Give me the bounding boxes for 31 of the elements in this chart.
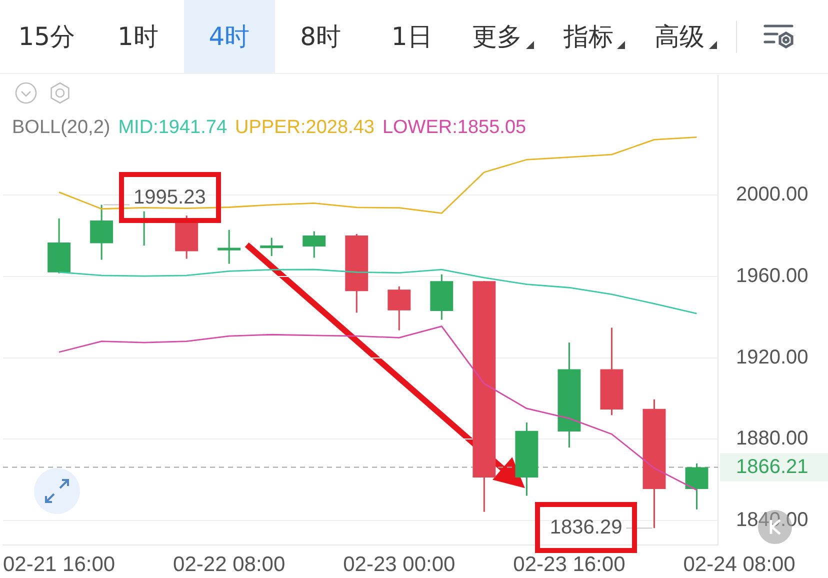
text: 15分 [18,21,76,53]
candlestick [218,229,241,265]
x-tick-label: 02-21 16:00 [2,552,116,576]
candlestick [260,237,284,257]
y-tick-label: 1840.00 [736,509,808,532]
text: MID:1941.74 [118,117,228,138]
y-tick-label: 2000.00 [736,184,808,206]
candlestick [685,462,708,510]
y-tick-label: 1880.00 [736,428,808,450]
text: 高级 [654,21,705,53]
legend-title: BOLL(20,2) [12,117,110,138]
text: 4时 [208,21,250,53]
text: LOWER:1855.05 [382,117,526,138]
annotation: 1995.23 [134,186,206,208]
y-tick-label: 1920.00 [736,346,808,368]
text: 更多 [472,21,522,53]
x-tick-label: 02-22 08:00 [173,552,286,576]
candlestick [90,204,114,260]
x-tick-label: 02-23 16:00 [513,552,626,576]
annotation: 1836.29 [550,516,622,539]
y-tick-label: 1960.00 [736,264,808,287]
candlestick [388,286,411,332]
x-tick-label: 02-23 00:00 [343,552,456,576]
candlestick [302,230,326,258]
text: 1日 [391,21,432,53]
text: 1时 [117,21,158,53]
annotation: 1866.21 [736,456,808,478]
text: UPPER:2028.43 [235,117,374,138]
text: 8时 [300,21,341,53]
x-tick-label: 02-24 08:00 [683,552,796,576]
text: 指标 [563,21,614,53]
